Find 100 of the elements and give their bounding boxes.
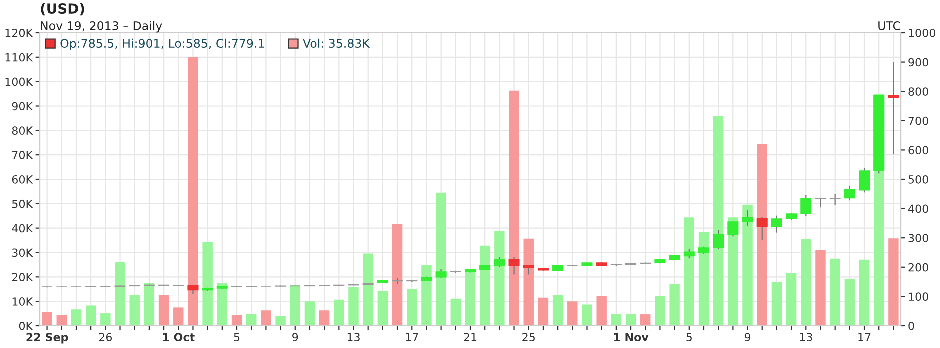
bar — [334, 300, 344, 326]
bar — [859, 260, 870, 326]
bar — [71, 310, 82, 326]
x-tick-label: 17 — [858, 333, 871, 342]
y-tick-label: 30K — [12, 248, 34, 258]
bar — [698, 232, 710, 326]
bar — [830, 258, 840, 326]
bar — [524, 238, 534, 326]
bar — [640, 314, 651, 326]
y2-tick-label: 800 — [908, 88, 928, 96]
y2-tick-label: 900 — [908, 58, 928, 67]
x-tick-label: 1 Nov — [614, 333, 649, 342]
bar — [436, 192, 446, 326]
bar — [276, 316, 286, 326]
y-tick-label: 110K — [6, 53, 34, 62]
y-tick-label: 60K — [12, 175, 34, 184]
bar — [42, 312, 52, 326]
y-tick-label: 120K — [6, 28, 34, 38]
y2-tick-label: 0 — [908, 322, 914, 330]
bar — [450, 298, 462, 326]
y-tick-label: 80K — [12, 126, 34, 136]
bar — [582, 304, 592, 326]
bar — [232, 316, 242, 326]
bar — [626, 314, 636, 326]
bar — [509, 90, 520, 326]
bar — [115, 262, 126, 326]
y2-tick-label: 500 — [908, 175, 928, 184]
bar — [246, 314, 257, 326]
bar — [596, 296, 607, 326]
x-tick-label: 13 — [348, 333, 360, 342]
bar — [713, 116, 724, 326]
y-tick-label: 90K — [12, 102, 34, 111]
x-tick-label: 9 — [744, 333, 751, 342]
x-tick-label: 5 — [234, 333, 240, 342]
y2-tick-label: 100 — [909, 292, 928, 302]
y-tick-label: 0K — [19, 322, 34, 330]
bar — [742, 204, 753, 326]
bar — [538, 298, 549, 326]
bar — [100, 314, 111, 326]
bar — [158, 294, 170, 326]
bar — [816, 250, 826, 326]
candlestick — [713, 230, 724, 250]
y2-tick-label: 400 — [908, 204, 928, 214]
x-tick-label: 1 Oct — [163, 333, 195, 342]
y-tick-label: 50K — [12, 200, 34, 208]
y-tick-label: 10K — [12, 298, 34, 306]
x-tick-label: 5 — [686, 333, 692, 342]
bar — [757, 144, 768, 326]
y2-tick-label: 1000 — [909, 28, 936, 38]
bar — [86, 306, 96, 326]
bar — [611, 314, 622, 326]
candlestick — [523, 264, 534, 276]
x-tick-label: 26 — [99, 333, 112, 342]
bar — [568, 302, 578, 326]
candlestick — [684, 248, 695, 260]
candlestick — [800, 194, 812, 217]
bar — [378, 291, 388, 326]
candlestick — [830, 194, 841, 206]
candlestick — [756, 216, 768, 241]
bar — [670, 284, 680, 326]
bar — [772, 282, 782, 326]
candlestick — [771, 215, 782, 234]
bar — [480, 246, 490, 326]
bar — [684, 218, 695, 326]
candlestick — [508, 256, 520, 276]
x-tick-label: 17 — [406, 333, 418, 342]
chart-subtitle: Nov 19, 2013 – Daily — [41, 21, 162, 33]
y2-tick-label: 200 — [908, 263, 928, 272]
candlestick — [844, 185, 856, 202]
bar — [174, 308, 184, 326]
y-tick-label: 40K — [12, 224, 34, 233]
bar — [888, 238, 899, 326]
bar — [130, 294, 140, 326]
bar — [188, 57, 198, 326]
legend-label: Op:785.5, Hi:901, Lo:585, Cl:779.1 — [60, 38, 264, 50]
x-tick-label: 22 Sep — [26, 333, 68, 344]
bar — [552, 294, 564, 326]
bar — [392, 224, 403, 326]
bar — [290, 285, 300, 326]
bar — [144, 284, 155, 326]
bar — [363, 254, 374, 326]
y2-tick-label: 300 — [908, 234, 928, 242]
text: UTC — [878, 21, 900, 30]
bar — [348, 287, 359, 326]
bar — [786, 273, 797, 326]
bar — [217, 284, 228, 326]
y2-tick-label: 600 — [908, 146, 928, 155]
candlestick — [888, 61, 900, 156]
bar — [407, 289, 418, 326]
candlestick — [858, 168, 870, 194]
bar — [844, 279, 856, 326]
y-tick-label: 100K — [6, 78, 34, 86]
x-tick-label: 21 — [464, 333, 477, 342]
x-tick-label: 9 — [292, 333, 298, 342]
x-tick-label: 13 — [800, 333, 812, 342]
legend-label: Vol: 35.83K — [303, 38, 370, 48]
y2-tick-label: 700 — [908, 116, 928, 126]
bar — [304, 302, 316, 326]
bar — [261, 310, 272, 326]
chart-title: (USD) — [41, 3, 84, 16]
